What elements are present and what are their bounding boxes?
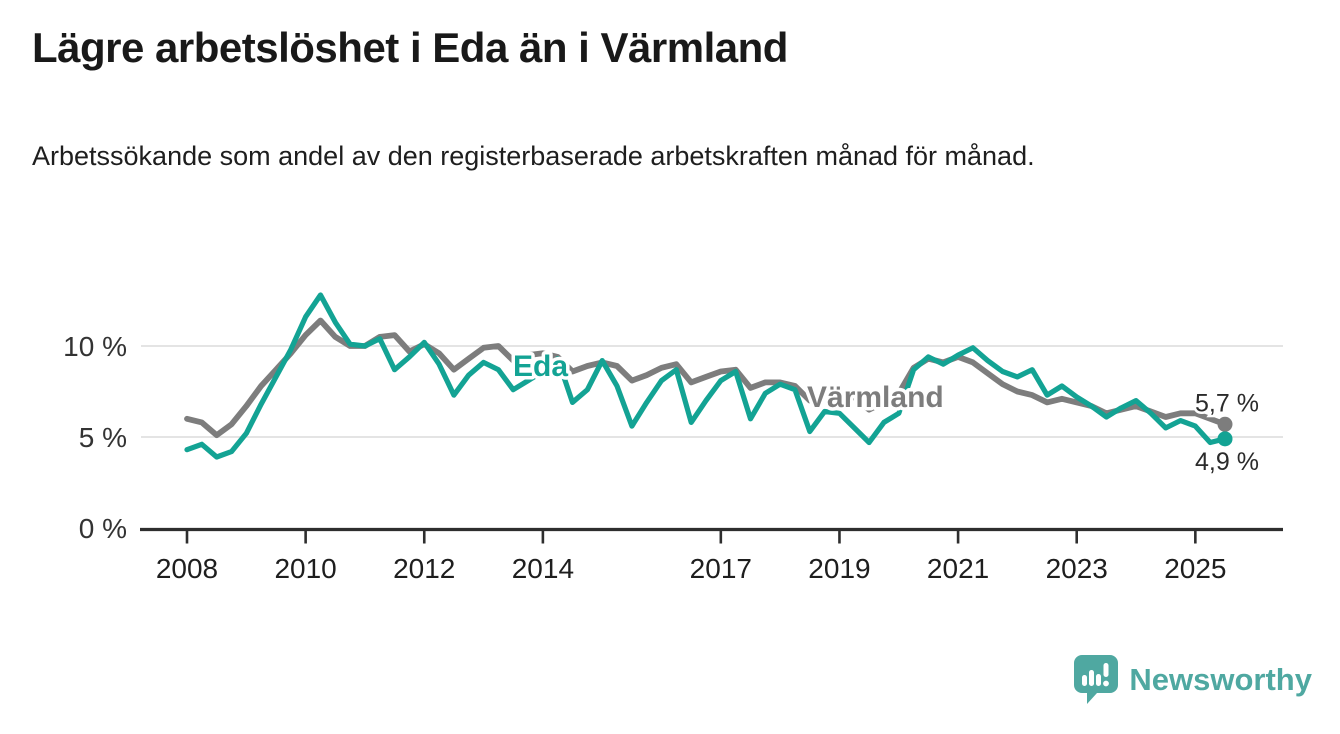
chart-subtitle: Arbetssökande som andel av den registerb… <box>32 141 1035 171</box>
y-tick-label-5: 5 % <box>79 422 127 453</box>
series-end-label-värmland: 5,7 % <box>1195 389 1259 417</box>
y-tick-label-10: 10 % <box>63 331 127 362</box>
chart-title: Lägre arbetslöshet i Eda än i Värmland <box>32 24 788 71</box>
series-end-label-eda: 4,9 % <box>1195 448 1259 476</box>
newsworthy-logo-text: Newsworthy <box>1129 661 1312 697</box>
series-inline-label-eda: Eda <box>513 350 568 383</box>
x-tick-label-2019: 2019 <box>808 553 870 584</box>
series-inline-label-värmland: Värmland <box>807 381 944 414</box>
x-tick-label-2008: 2008 <box>156 553 218 584</box>
x-tick-label-2012: 2012 <box>393 553 455 584</box>
series-end-dot-värmland <box>1217 416 1233 432</box>
y-tick-label-0: 0 % <box>79 513 127 544</box>
x-tick-label-2023: 2023 <box>1046 553 1108 584</box>
newsworthy-branding: Newsworthy <box>1074 655 1312 704</box>
x-tick-label-2025: 2025 <box>1164 553 1226 584</box>
x-tick-label-2021: 2021 <box>927 553 989 584</box>
series-end-dot-eda <box>1217 431 1233 447</box>
series-line-eda <box>184 292 1228 460</box>
x-tick-label-2010: 2010 <box>274 553 336 584</box>
newsworthy-logo-icon <box>1074 655 1119 704</box>
x-tick-label-2017: 2017 <box>690 553 752 584</box>
x-tick-label-2014: 2014 <box>512 553 574 584</box>
